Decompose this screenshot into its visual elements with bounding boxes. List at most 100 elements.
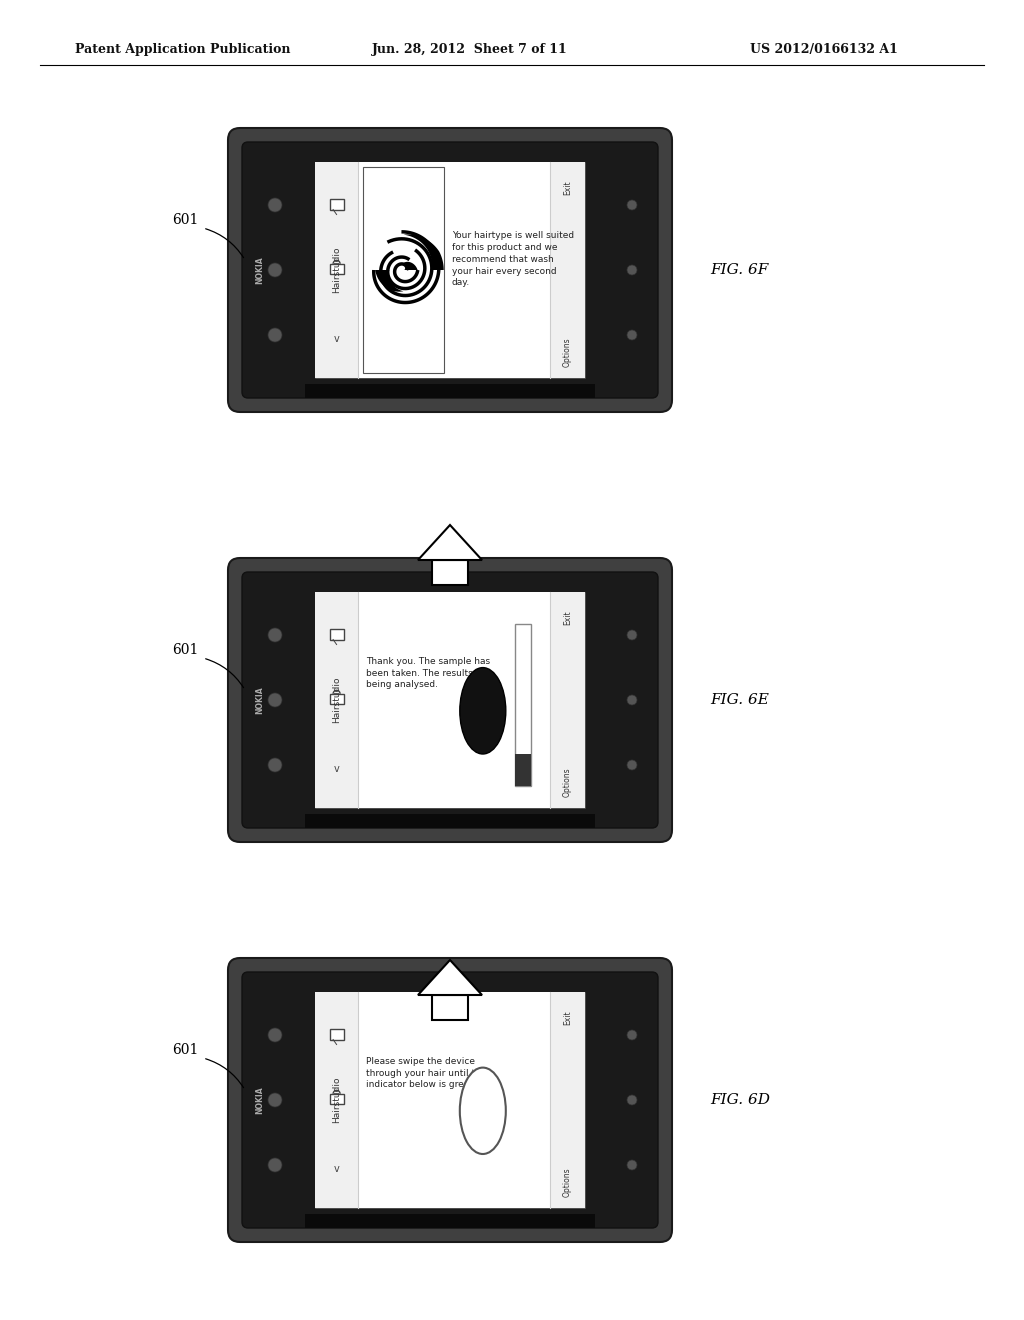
Text: Options: Options xyxy=(563,338,572,367)
Bar xyxy=(432,995,468,1020)
Bar xyxy=(432,560,468,585)
Polygon shape xyxy=(403,230,443,271)
Circle shape xyxy=(627,1030,637,1040)
Polygon shape xyxy=(403,271,443,310)
Polygon shape xyxy=(403,230,443,271)
Bar xyxy=(315,591,358,808)
Text: Options: Options xyxy=(563,767,572,797)
Bar xyxy=(358,993,550,1208)
FancyBboxPatch shape xyxy=(228,958,672,1242)
Bar xyxy=(515,754,530,787)
Polygon shape xyxy=(375,271,403,292)
Text: Thank you. The sample has
been taken. The results are
being analysed.: Thank you. The sample has been taken. Th… xyxy=(367,657,490,689)
Text: v: v xyxy=(334,764,340,774)
Circle shape xyxy=(268,327,282,342)
FancyBboxPatch shape xyxy=(242,143,658,399)
Circle shape xyxy=(627,630,637,640)
Text: Hairstudio: Hairstudio xyxy=(332,247,341,293)
Polygon shape xyxy=(364,271,403,310)
Text: Please swipe the device
through your hair until the
indicator below is green.: Please swipe the device through your hai… xyxy=(367,1057,486,1089)
Ellipse shape xyxy=(460,1068,506,1154)
Text: 601: 601 xyxy=(172,213,199,227)
Circle shape xyxy=(268,628,282,642)
Circle shape xyxy=(627,330,637,341)
Ellipse shape xyxy=(460,668,506,754)
Polygon shape xyxy=(389,248,403,271)
Polygon shape xyxy=(364,271,403,310)
Bar xyxy=(364,168,443,374)
Polygon shape xyxy=(403,271,443,310)
Polygon shape xyxy=(403,235,443,271)
Bar xyxy=(358,162,550,378)
Circle shape xyxy=(268,1158,282,1172)
Polygon shape xyxy=(403,230,443,271)
Text: Jun. 28, 2012  Sheet 7 of 11: Jun. 28, 2012 Sheet 7 of 11 xyxy=(372,44,568,57)
Bar xyxy=(315,993,358,1208)
Circle shape xyxy=(627,201,637,210)
Text: FIG. 6F: FIG. 6F xyxy=(710,263,768,277)
Bar xyxy=(330,264,344,275)
Bar xyxy=(330,1030,344,1040)
Bar xyxy=(330,1094,344,1105)
Polygon shape xyxy=(403,271,443,310)
Bar xyxy=(315,591,585,808)
Polygon shape xyxy=(364,271,403,310)
Text: Patent Application Publication: Patent Application Publication xyxy=(75,44,291,57)
Text: Exit: Exit xyxy=(563,181,572,195)
Bar xyxy=(315,162,585,378)
Text: NOKIA: NOKIA xyxy=(256,256,264,284)
Text: 601: 601 xyxy=(172,643,199,657)
Circle shape xyxy=(268,1093,282,1107)
Text: NOKIA: NOKIA xyxy=(256,1086,264,1114)
Text: v: v xyxy=(334,334,340,345)
Bar xyxy=(305,384,595,399)
FancyBboxPatch shape xyxy=(242,572,658,828)
Bar xyxy=(364,168,443,374)
Text: Hairstudio: Hairstudio xyxy=(332,677,341,723)
Bar xyxy=(315,162,358,378)
Bar xyxy=(305,1214,595,1228)
Circle shape xyxy=(627,760,637,770)
Bar xyxy=(515,624,530,787)
Bar xyxy=(550,591,585,808)
Text: Exit: Exit xyxy=(563,1011,572,1026)
Polygon shape xyxy=(418,525,482,560)
Polygon shape xyxy=(364,230,403,271)
FancyBboxPatch shape xyxy=(228,558,672,842)
Circle shape xyxy=(627,1160,637,1170)
Text: FIG. 6D: FIG. 6D xyxy=(710,1093,770,1107)
Text: US 2012/0166132 A1: US 2012/0166132 A1 xyxy=(750,44,898,57)
Bar xyxy=(305,814,595,828)
Polygon shape xyxy=(403,271,443,310)
Bar xyxy=(330,630,344,639)
Circle shape xyxy=(268,1028,282,1041)
Circle shape xyxy=(627,1096,637,1105)
Polygon shape xyxy=(364,230,403,271)
Circle shape xyxy=(268,758,282,772)
Text: 601: 601 xyxy=(172,1043,199,1057)
FancyBboxPatch shape xyxy=(242,972,658,1228)
Circle shape xyxy=(268,198,282,213)
Text: v: v xyxy=(334,1164,340,1173)
Text: NOKIA: NOKIA xyxy=(256,686,264,714)
Bar xyxy=(330,199,344,210)
Circle shape xyxy=(268,263,282,277)
Bar xyxy=(358,591,550,808)
Polygon shape xyxy=(364,230,403,271)
Polygon shape xyxy=(418,960,482,995)
Polygon shape xyxy=(364,271,403,310)
Text: FIG. 6E: FIG. 6E xyxy=(710,693,769,708)
Text: Your hairtype is well suited
for this product and we
recommend that wash
your ha: Your hairtype is well suited for this pr… xyxy=(452,231,573,288)
Circle shape xyxy=(627,265,637,275)
Text: Exit: Exit xyxy=(563,611,572,626)
Bar xyxy=(550,993,585,1208)
Text: Options: Options xyxy=(563,1167,572,1197)
Bar xyxy=(315,993,585,1208)
Polygon shape xyxy=(364,230,403,271)
Circle shape xyxy=(627,696,637,705)
Polygon shape xyxy=(403,261,418,271)
Polygon shape xyxy=(403,271,432,305)
Circle shape xyxy=(268,693,282,708)
Text: Hairstudio: Hairstudio xyxy=(332,1077,341,1123)
Bar xyxy=(330,694,344,705)
